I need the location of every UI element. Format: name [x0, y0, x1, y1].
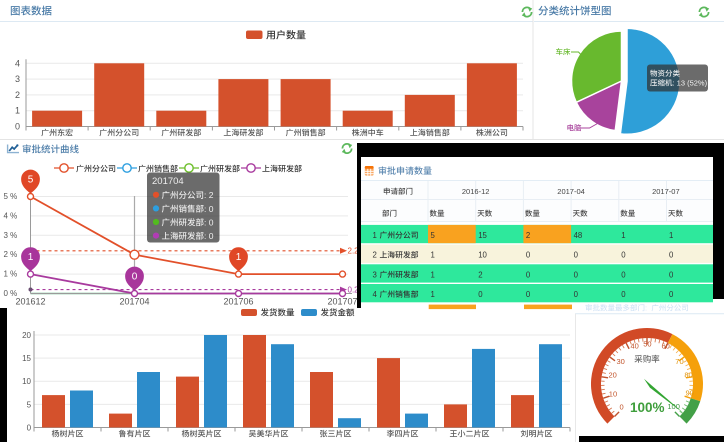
svg-text:48: 48	[574, 231, 583, 240]
svg-text:0: 0	[669, 251, 674, 260]
svg-text:3 %: 3 %	[4, 231, 18, 240]
svg-text:2: 2	[478, 270, 482, 279]
svg-text:0: 0	[574, 290, 579, 299]
svg-text:5: 5	[28, 175, 34, 186]
svg-text:1 %: 1 %	[4, 270, 18, 279]
svg-text:2: 2	[526, 231, 530, 240]
svg-text:0: 0	[27, 424, 32, 433]
svg-text:5 %: 5 %	[4, 192, 18, 201]
svg-text:0: 0	[526, 270, 531, 279]
svg-text:201706: 201706	[224, 297, 254, 307]
svg-text:1: 1	[431, 290, 435, 299]
svg-text:70: 70	[675, 357, 683, 366]
svg-text:201704: 201704	[120, 297, 150, 307]
svg-text:10: 10	[478, 251, 487, 260]
svg-text:0: 0	[478, 290, 483, 299]
svg-text:0: 0	[132, 272, 138, 283]
svg-text:1: 1	[28, 252, 34, 263]
svg-text:1: 1	[669, 231, 673, 240]
svg-text:5: 5	[27, 400, 32, 409]
svg-text:0: 0	[669, 270, 674, 279]
svg-text:20: 20	[609, 371, 617, 380]
svg-text:1: 1	[15, 106, 20, 116]
svg-text:201707: 201707	[328, 297, 358, 307]
svg-text:0: 0	[621, 290, 626, 299]
svg-text:2 %: 2 %	[4, 250, 18, 259]
svg-text:: 0: : 0	[204, 204, 214, 214]
svg-text:0: 0	[574, 251, 579, 260]
svg-text:0: 0	[526, 251, 531, 260]
svg-text:0: 0	[574, 270, 579, 279]
svg-text:60: 60	[662, 342, 670, 351]
svg-text:1: 1	[373, 231, 377, 240]
svg-text:40: 40	[631, 342, 639, 351]
svg-text:: 0: : 0	[204, 231, 214, 241]
svg-text:3: 3	[373, 270, 377, 279]
svg-text:0: 0	[620, 402, 624, 411]
svg-text:50: 50	[643, 340, 651, 349]
svg-text:0: 0	[526, 290, 531, 299]
svg-text:1: 1	[431, 270, 435, 279]
svg-text:201612: 201612	[16, 297, 46, 307]
svg-text:0: 0	[15, 122, 20, 132]
svg-text:: 2: : 2	[204, 190, 214, 200]
svg-text:4 %: 4 %	[4, 211, 18, 220]
svg-text:1: 1	[621, 231, 625, 240]
svg-text:2016-12: 2016-12	[462, 187, 490, 196]
svg-text:5: 5	[431, 231, 436, 240]
svg-text:0 %: 0 %	[4, 289, 18, 298]
svg-text:10: 10	[22, 377, 31, 386]
svg-text:: 0: : 0	[204, 217, 214, 227]
svg-text:0: 0	[621, 270, 626, 279]
svg-text:80: 80	[684, 371, 692, 380]
svg-text:20: 20	[22, 331, 31, 340]
svg-text:4: 4	[15, 58, 20, 68]
svg-text:0: 0	[621, 251, 626, 260]
svg-text::: :	[645, 304, 647, 313]
svg-text:10: 10	[609, 390, 617, 399]
svg-text:201704: 201704	[152, 176, 184, 187]
svg-text:2.2: 2.2	[348, 247, 360, 256]
svg-text:4: 4	[373, 290, 378, 299]
svg-text:100%: 100%	[630, 400, 665, 415]
svg-text:2: 2	[15, 90, 20, 100]
svg-text:30: 30	[617, 357, 625, 366]
svg-text:90: 90	[686, 389, 694, 398]
svg-text:3: 3	[15, 74, 20, 84]
svg-text:15: 15	[22, 354, 31, 363]
svg-text:0: 0	[669, 290, 674, 299]
svg-text:1: 1	[431, 251, 435, 260]
svg-text:100: 100	[667, 402, 680, 411]
svg-text:2: 2	[373, 251, 377, 260]
svg-text:: 13 (52%): : 13 (52%)	[673, 79, 708, 88]
svg-text:1: 1	[236, 252, 242, 263]
svg-text:2017-04: 2017-04	[557, 187, 585, 196]
svg-text:15: 15	[478, 231, 487, 240]
svg-text:2017-07: 2017-07	[652, 187, 680, 196]
svg-text:0.2: 0.2	[348, 285, 360, 294]
